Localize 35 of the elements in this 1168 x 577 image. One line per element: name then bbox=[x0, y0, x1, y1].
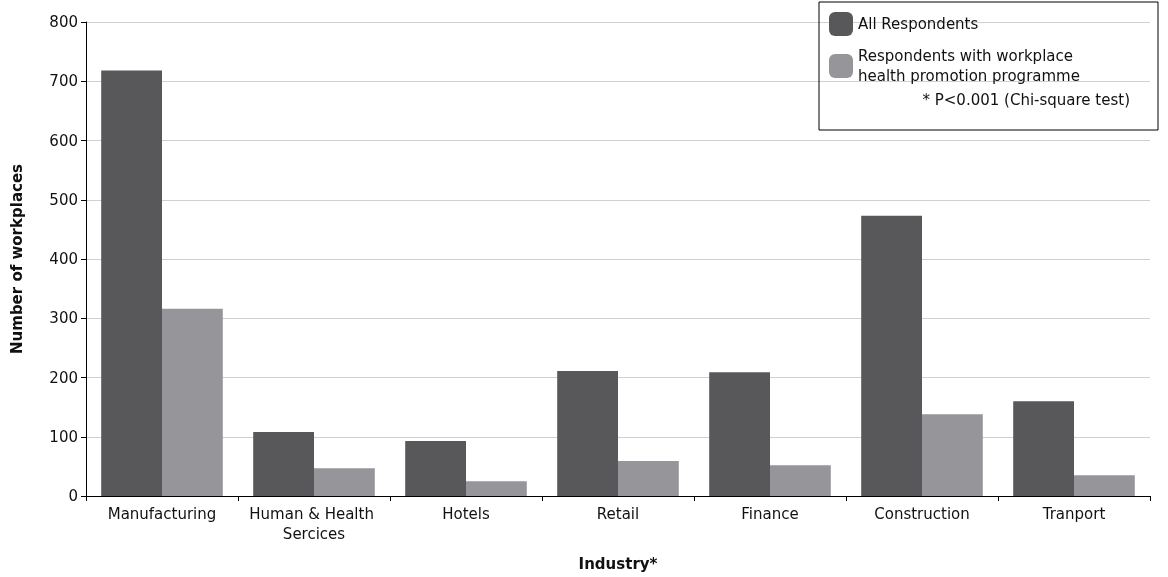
bar bbox=[314, 468, 375, 496]
bar bbox=[1013, 401, 1074, 496]
legend-label: All Respondents bbox=[858, 15, 979, 33]
x-tick-label: Tranport bbox=[1041, 505, 1106, 523]
bar bbox=[770, 465, 831, 496]
y-tick-label: 400 bbox=[49, 250, 78, 268]
y-tick-label: 0 bbox=[68, 487, 78, 505]
x-tick-label: Human & Health Sercices bbox=[249, 505, 379, 543]
y-tick-label: 500 bbox=[49, 190, 78, 209]
x-tick-label: Hotels bbox=[442, 505, 490, 523]
y-tick-label: 600 bbox=[49, 131, 78, 150]
y-tick-label: 300 bbox=[49, 309, 78, 328]
y-tick-label: 800 bbox=[49, 13, 78, 31]
bar bbox=[922, 414, 983, 496]
annotation: * P<0.001 (Chi-square test) bbox=[922, 90, 1131, 109]
x-tick-label: Retail bbox=[596, 505, 640, 523]
bar bbox=[253, 432, 314, 496]
y-tick-label: 200 bbox=[49, 368, 78, 387]
bar bbox=[405, 440, 466, 496]
x-axis-title: Industry* bbox=[578, 554, 658, 573]
bar bbox=[709, 372, 770, 496]
bar bbox=[101, 70, 162, 496]
bar bbox=[162, 308, 223, 496]
x-tick-label: Construction bbox=[874, 505, 970, 523]
y-tick-label: 700 bbox=[49, 72, 78, 91]
x-tick-label: Finance bbox=[741, 505, 799, 523]
y-tick-label: 100 bbox=[49, 427, 78, 446]
legend-label: Respondents with workplace health promotion programme bbox=[858, 47, 1080, 85]
bar bbox=[618, 461, 679, 496]
y-axis-title: Number of workplaces bbox=[7, 163, 26, 354]
bar bbox=[466, 481, 527, 496]
bar bbox=[861, 215, 922, 496]
x-tick-label: Manufacturing bbox=[107, 505, 217, 523]
bar bbox=[1074, 475, 1135, 496]
bar bbox=[557, 370, 618, 496]
